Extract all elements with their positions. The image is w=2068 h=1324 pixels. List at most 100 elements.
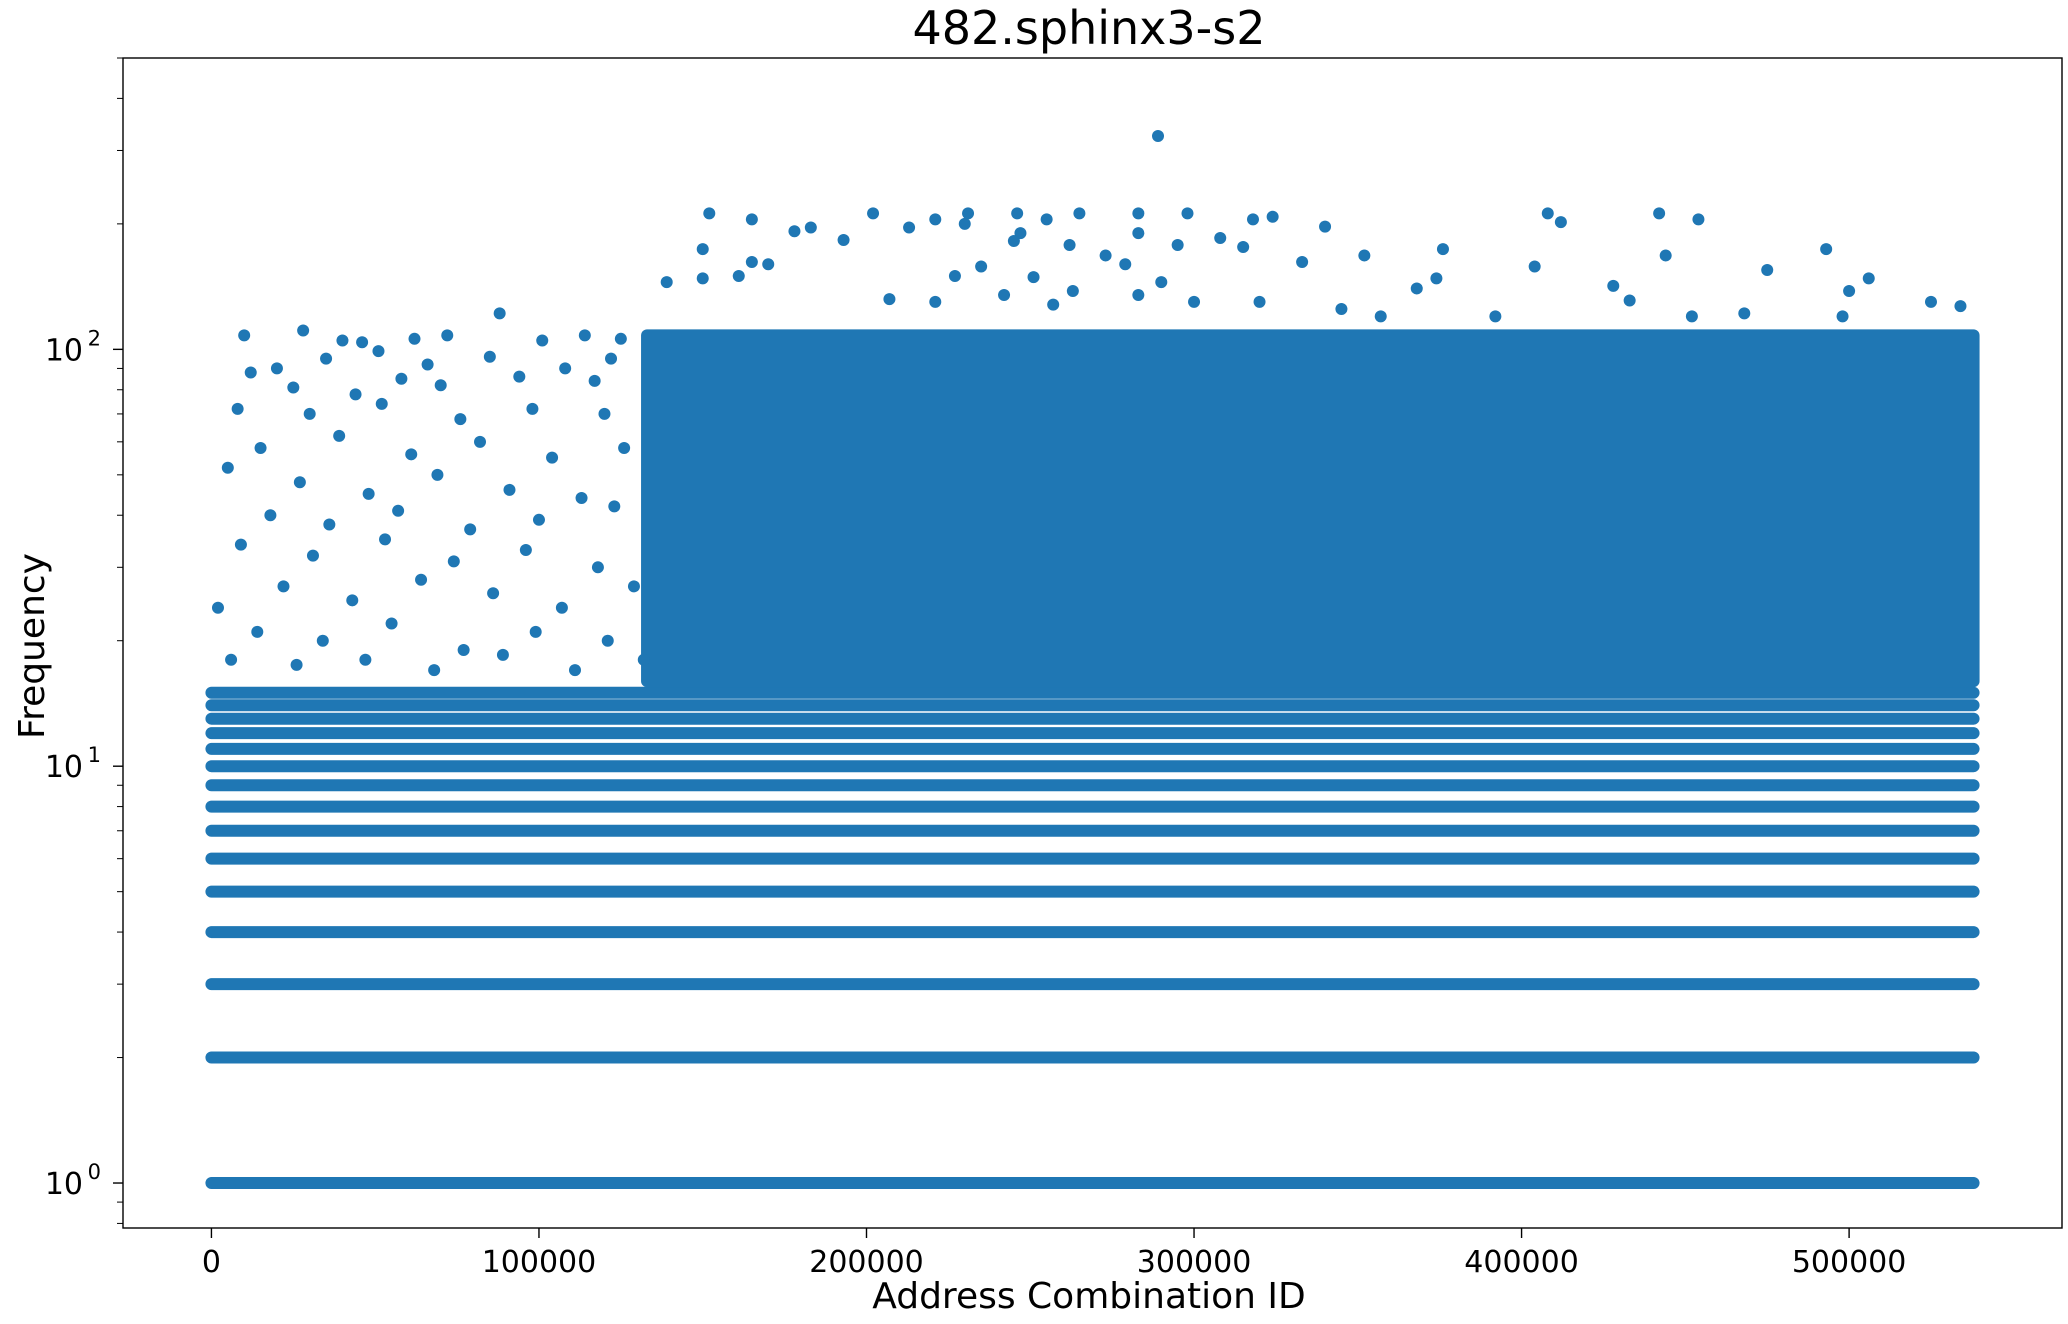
scatter-point <box>532 513 545 526</box>
scatter-point <box>1237 241 1250 254</box>
scatter-point <box>788 225 801 238</box>
scatter-point <box>1653 207 1666 220</box>
scatter-point <box>211 601 224 614</box>
scatter-point <box>1541 207 1554 220</box>
scatter-point <box>225 653 238 666</box>
scatter-point <box>1181 207 1194 220</box>
dense-point-block <box>641 329 1980 688</box>
scatter-point <box>588 374 601 387</box>
scatter-point <box>578 329 591 342</box>
scatter-point <box>1489 310 1502 323</box>
x-tick-label: 500000 <box>1792 1245 1907 1280</box>
scatter-point <box>441 329 454 342</box>
scatter-point <box>546 451 559 464</box>
x-tick-label: 200000 <box>809 1245 924 1280</box>
scatter-point <box>1862 272 1875 285</box>
scatter-point <box>447 555 460 568</box>
frequency-band <box>205 1177 1980 1190</box>
y-tick-exponent: 1 <box>88 743 101 767</box>
scatter-point <box>1040 213 1053 226</box>
scatter-point <box>1047 298 1060 311</box>
scatter-point <box>405 448 418 461</box>
scatter-point <box>431 468 444 481</box>
scatter-point <box>493 307 506 320</box>
scatter-point <box>1099 249 1112 262</box>
scatter-point <box>703 207 716 220</box>
scatter-point <box>1410 282 1423 295</box>
scatter-point <box>454 413 467 426</box>
scatter-point <box>392 504 405 517</box>
scatter-point <box>483 350 496 363</box>
scatter-point <box>745 256 758 269</box>
frequency-band <box>205 760 1980 773</box>
scatter-points <box>211 129 1967 677</box>
scatter-point <box>605 352 618 365</box>
scatter-point <box>474 435 487 448</box>
scatter-point <box>1335 302 1348 315</box>
scatter-point <box>867 207 880 220</box>
frequency-band <box>205 978 1980 991</box>
frequency-band <box>205 852 1980 865</box>
chart-title: 482.sphinx3-s2 <box>913 1 1266 55</box>
scatter-point <box>1528 260 1541 273</box>
x-tick-label: 100000 <box>482 1245 597 1280</box>
scatter-point <box>1171 238 1184 251</box>
scatter-point <box>270 362 283 375</box>
scatter-point <box>1132 227 1145 240</box>
scatter-point <box>929 213 942 226</box>
scatter-point <box>1436 243 1449 256</box>
scatter-point <box>297 324 310 337</box>
scatter-point <box>696 243 709 256</box>
scatter-point <box>559 362 572 375</box>
scatter-point <box>526 402 539 415</box>
scatter-point <box>975 260 988 273</box>
scatter-point <box>306 549 319 562</box>
scatter-point <box>349 388 362 401</box>
scatter-point <box>536 334 549 347</box>
scatter-point <box>1820 243 1833 256</box>
scatter-point <box>1358 249 1371 262</box>
frequency-band <box>205 712 1980 725</box>
scatter-point <box>287 381 300 394</box>
scatter-point <box>1836 310 1849 323</box>
plot-area <box>122 57 2063 1229</box>
scatter-point <box>1027 271 1040 284</box>
scatter-point <box>1623 294 1636 307</box>
scatter-point <box>503 483 516 496</box>
scatter-point <box>336 334 349 347</box>
scatter-point <box>496 648 509 661</box>
scatter-point <box>457 643 470 656</box>
scatter-point <box>415 573 428 586</box>
frequency-band <box>205 742 1980 755</box>
scatter-point <box>883 293 896 306</box>
scatter-point <box>385 617 398 630</box>
dense-block <box>641 329 1980 688</box>
scatter-point <box>372 345 385 358</box>
scatter-point <box>1738 307 1751 320</box>
x-tick-label: 400000 <box>1464 1245 1579 1280</box>
scatter-point <box>320 352 333 365</box>
scatter-point <box>1607 279 1620 292</box>
scatter-point <box>277 580 290 593</box>
scatter-point <box>487 587 500 600</box>
x-axis-label: Address Combination ID <box>872 1276 1306 1317</box>
scatter-point <box>316 634 329 647</box>
y-tick-exponent: 0 <box>88 1160 101 1184</box>
scatter-point <box>1073 207 1086 220</box>
scatter-point <box>958 217 971 230</box>
scatter-point <box>962 207 975 220</box>
scatter-point <box>513 370 526 383</box>
scatter-point <box>1685 310 1698 323</box>
scatter-point <box>264 509 277 522</box>
scatter-point <box>903 221 916 234</box>
scatter-point <box>614 332 627 345</box>
scatter-point <box>421 358 434 371</box>
scatter-point <box>356 336 369 349</box>
scatter-point <box>1119 258 1132 271</box>
scatter-point <box>618 441 631 454</box>
scatter-point <box>598 407 611 420</box>
scatter-point <box>231 402 244 415</box>
scatter-point <box>575 491 588 504</box>
